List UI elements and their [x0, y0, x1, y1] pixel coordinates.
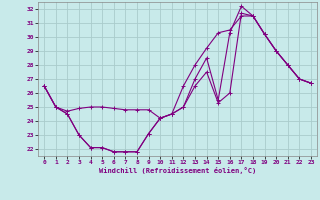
- X-axis label: Windchill (Refroidissement éolien,°C): Windchill (Refroidissement éolien,°C): [99, 167, 256, 174]
